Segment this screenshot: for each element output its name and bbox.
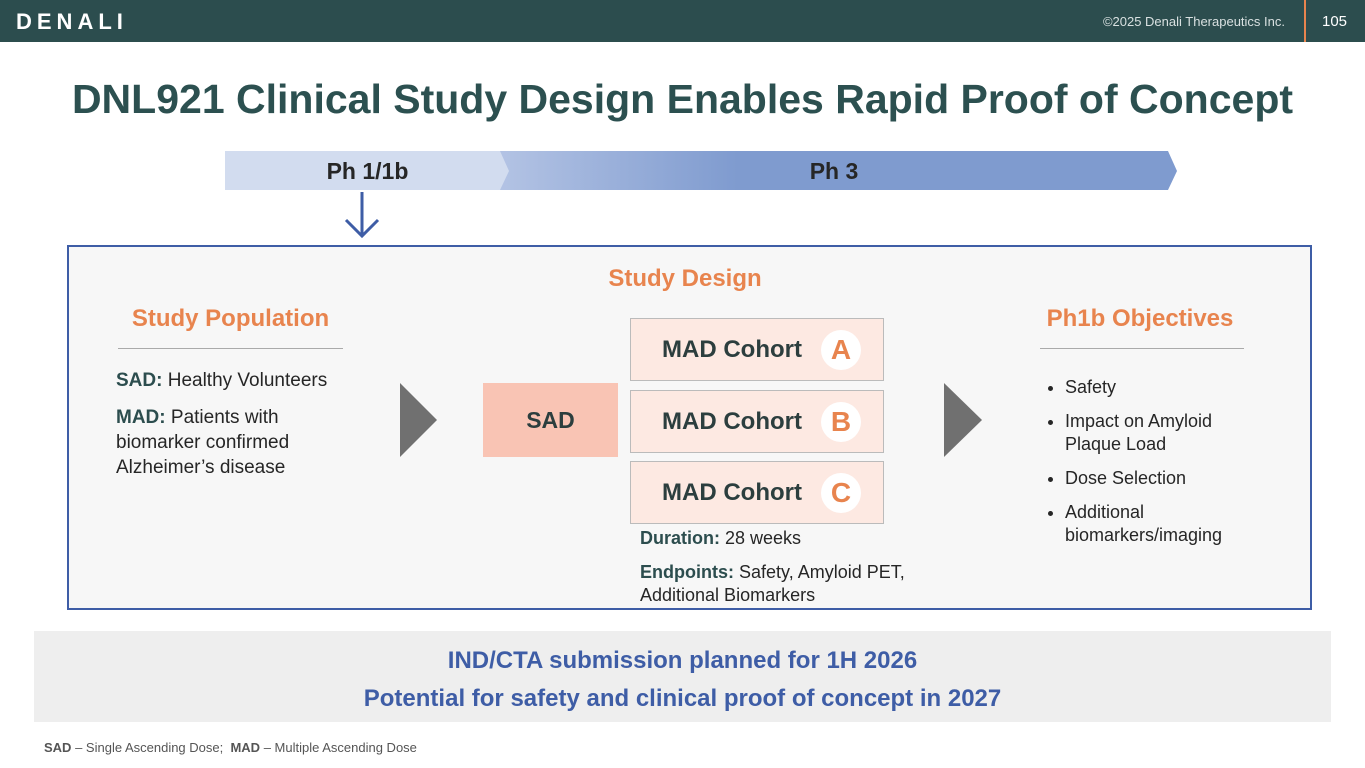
slide-title: DNL921 Clinical Study Design Enables Rap… bbox=[71, 76, 1294, 122]
objective: Safety bbox=[1065, 376, 1295, 399]
detail: Endpoints: Safety, Amyloid PET, Addition… bbox=[640, 561, 950, 607]
phase-label: Ph 3 bbox=[809, 158, 859, 184]
cohort-label: MAD Cohort bbox=[662, 336, 802, 363]
phase-bar bbox=[225, 151, 1177, 239]
page-number: 105 bbox=[1322, 13, 1348, 30]
population-item: MAD: Patients with biomarker confirmed A… bbox=[116, 405, 336, 480]
triangle bbox=[400, 383, 437, 457]
triangle bbox=[944, 383, 982, 457]
label: MAD bbox=[230, 740, 261, 755]
rule bbox=[1040, 348, 1244, 349]
label: SAD bbox=[44, 740, 72, 755]
footnote: SAD – Single Ascending Dose; MAD – Multi… bbox=[44, 740, 417, 755]
objective: Impact on Amyloid Plaque Load bbox=[1065, 410, 1245, 456]
text: – Single Ascending Dose; bbox=[75, 740, 224, 755]
phase-segment bbox=[500, 151, 1177, 190]
population-title: Study Population bbox=[131, 305, 330, 332]
callout-line: IND/CTA submission planned for 1H 2026 bbox=[447, 647, 918, 674]
cohort: MAD Cohort C bbox=[630, 461, 884, 524]
arrows bbox=[400, 383, 982, 457]
text: Healthy Volunteers bbox=[167, 370, 328, 391]
cohort: MAD Cohort B bbox=[630, 390, 884, 453]
population-item: SAD: Healthy Volunteers bbox=[116, 368, 356, 393]
section-title: Study Design bbox=[608, 265, 762, 292]
copyright: ©2025 Denali Therapeutics Inc. bbox=[1102, 14, 1285, 29]
objectives-title: Ph1b Objectives bbox=[1046, 305, 1234, 332]
label: Endpoints: bbox=[640, 562, 734, 582]
label: MAD: bbox=[116, 407, 166, 428]
cohort-label: MAD Cohort bbox=[662, 408, 802, 435]
callout: IND/CTA submission planned for 1H 2026 P… bbox=[34, 631, 1331, 722]
cohort-letter: A bbox=[821, 330, 861, 370]
logo: DENALI bbox=[16, 9, 128, 34]
detail: Duration: 28 weeks bbox=[640, 527, 960, 550]
phase-segment bbox=[225, 151, 510, 190]
divider bbox=[1304, 0, 1306, 42]
phase-label: Ph 1/1b bbox=[326, 158, 409, 184]
objectives-list: Safety Impact on Amyloid Plaque Load Dos… bbox=[1045, 376, 1295, 558]
arrow-down bbox=[344, 192, 380, 239]
cohort: MAD Cohort A bbox=[630, 318, 884, 381]
label: SAD: bbox=[116, 370, 163, 391]
rule bbox=[118, 348, 343, 349]
text: 28 weeks bbox=[725, 528, 802, 548]
text: Safety, Amyloid PET, Additional Biomarke… bbox=[640, 562, 905, 605]
text: – Multiple Ascending Dose bbox=[263, 740, 417, 755]
objective: Dose Selection bbox=[1065, 467, 1295, 490]
objective: Additional biomarkers/imaging bbox=[1065, 501, 1255, 547]
cohort-letter: C bbox=[821, 473, 861, 513]
text: Patients with biomarker confirmed Alzhei… bbox=[116, 407, 290, 478]
cohort-letter: B bbox=[821, 402, 861, 442]
cohort-label: MAD Cohort bbox=[662, 479, 802, 506]
header-bar bbox=[0, 0, 1365, 42]
callout-line: Potential for safety and clinical proof … bbox=[363, 685, 1002, 712]
sad-box: SAD bbox=[483, 383, 618, 457]
label: Duration: bbox=[640, 528, 720, 548]
